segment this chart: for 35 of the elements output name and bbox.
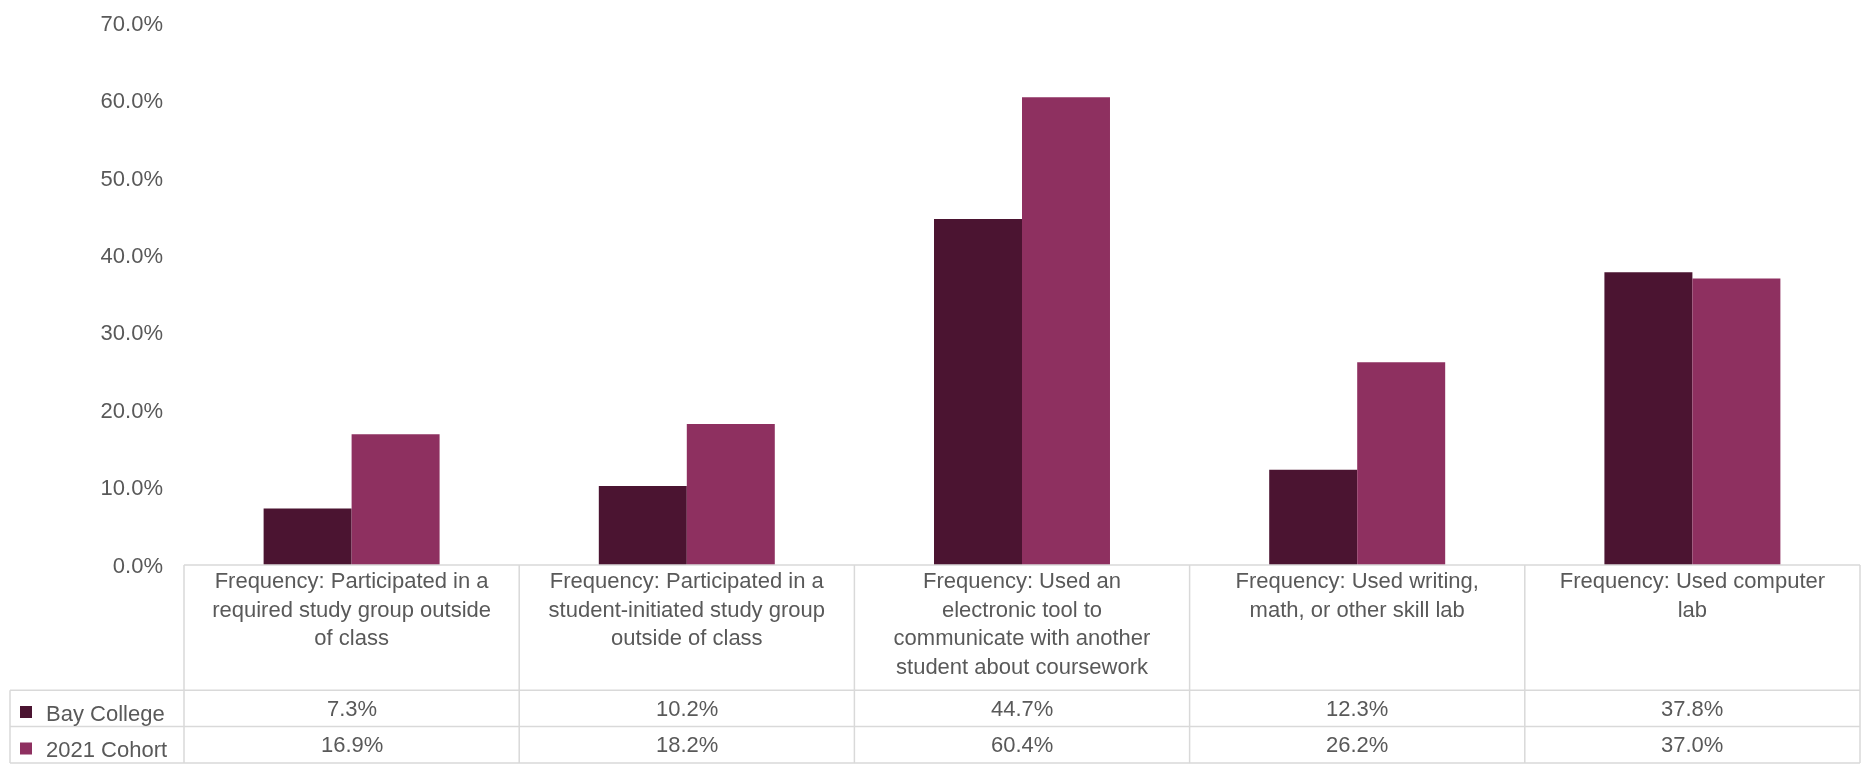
bar: [686, 424, 775, 565]
bar: [934, 218, 1022, 565]
bar: [598, 486, 687, 565]
legend-label: 2021 Cohort: [46, 737, 168, 763]
data-label: 26.2%: [1326, 732, 1389, 757]
y-tick-label: 40.0%: [100, 242, 163, 268]
y-tick-label: 60.0%: [100, 88, 163, 114]
bar: [1692, 278, 1781, 565]
x-tick-label: Frequency: Used writing, math, or other skill lab: [1235, 568, 1479, 622]
data-label: 10.2%: [656, 696, 719, 721]
bar: [1022, 97, 1110, 565]
data-label: 12.3%: [1326, 696, 1389, 721]
bar: [1357, 362, 1446, 565]
y-tick-label: 70.0%: [100, 10, 163, 36]
y-tick-label: 10.0%: [100, 475, 163, 501]
y-tick-label: 50.0%: [100, 165, 163, 191]
x-tick-label: Frequency: Used computer lab: [1559, 568, 1826, 622]
data-label: 18.2%: [656, 732, 719, 757]
bar: [1269, 469, 1358, 565]
data-label: 60.4%: [991, 732, 1054, 757]
y-tick-label: 30.0%: [100, 320, 163, 346]
bar: [1604, 272, 1693, 565]
data-label: 44.7%: [991, 696, 1054, 721]
bar: [263, 508, 352, 565]
legend-label: Bay College: [46, 700, 165, 726]
y-tick-label: 20.0%: [100, 397, 163, 423]
bar: [351, 434, 440, 565]
data-label: 16.9%: [321, 732, 384, 757]
y-tick-label: 0.0%: [112, 552, 163, 578]
data-label: 37.0%: [1661, 732, 1724, 757]
x-tick-label: Frequency: Participated in a required study group outside of class: [212, 568, 492, 651]
x-tick-label: Frequency: Participated in a student-initiated study group outside of class: [548, 568, 825, 651]
data-label: 37.8%: [1661, 696, 1724, 721]
data-label: 7.3%: [327, 696, 378, 721]
x-tick-label: Frequency: Used an electronic tool to communicate with another student about coursework: [893, 568, 1151, 679]
